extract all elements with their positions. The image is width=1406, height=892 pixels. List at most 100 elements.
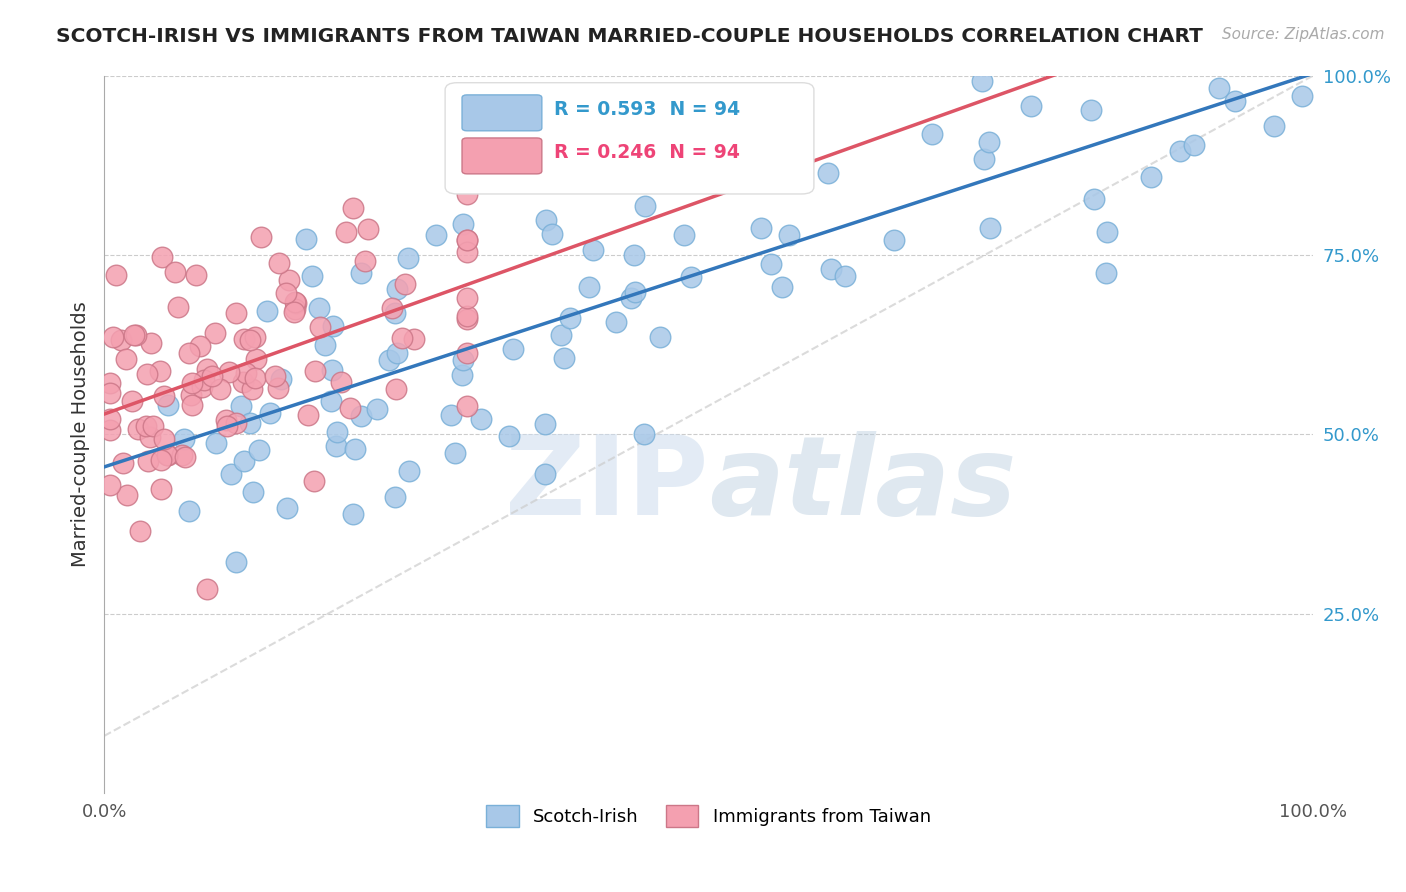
Point bbox=[650, 330, 672, 344]
Point bbox=[121, 393, 143, 408]
Point bbox=[335, 225, 357, 239]
Point bbox=[173, 432, 195, 446]
Point bbox=[1140, 170, 1163, 185]
Point bbox=[225, 416, 247, 430]
Point bbox=[283, 305, 305, 319]
Point bbox=[634, 199, 657, 213]
Point bbox=[215, 419, 238, 434]
Point bbox=[1208, 81, 1230, 95]
Point bbox=[284, 295, 307, 310]
Point bbox=[156, 398, 179, 412]
Text: atlas: atlas bbox=[709, 431, 1017, 538]
Point bbox=[201, 368, 224, 383]
Point bbox=[381, 301, 404, 315]
Point bbox=[156, 448, 179, 462]
Point bbox=[302, 474, 325, 488]
Point bbox=[139, 430, 162, 444]
Point bbox=[1083, 193, 1105, 207]
Point bbox=[679, 270, 702, 285]
Point bbox=[218, 365, 240, 379]
Point bbox=[325, 425, 347, 439]
Point bbox=[245, 352, 267, 367]
Point bbox=[623, 248, 645, 262]
Legend: Scotch-Irish, Immigrants from Taiwan: Scotch-Irish, Immigrants from Taiwan bbox=[479, 798, 938, 835]
Point bbox=[770, 280, 793, 294]
Point bbox=[225, 306, 247, 320]
Point bbox=[350, 409, 373, 423]
Point bbox=[624, 285, 647, 299]
Point bbox=[111, 457, 134, 471]
FancyBboxPatch shape bbox=[446, 83, 814, 194]
Point bbox=[883, 233, 905, 247]
Point bbox=[605, 315, 627, 329]
Point bbox=[582, 243, 605, 257]
Point bbox=[276, 501, 298, 516]
Point bbox=[633, 427, 655, 442]
Point bbox=[1291, 89, 1313, 103]
Point bbox=[179, 346, 201, 360]
Point bbox=[366, 402, 388, 417]
Point bbox=[1095, 225, 1118, 239]
Point bbox=[534, 417, 557, 431]
Point bbox=[444, 445, 467, 459]
Point bbox=[456, 233, 478, 247]
Point bbox=[540, 227, 562, 241]
Point bbox=[239, 417, 262, 431]
Point bbox=[342, 508, 364, 522]
Point bbox=[101, 330, 124, 344]
Point bbox=[259, 406, 281, 420]
Point bbox=[98, 412, 121, 426]
Point bbox=[1225, 94, 1247, 108]
Point bbox=[180, 376, 202, 390]
Point bbox=[456, 245, 478, 260]
Point bbox=[470, 412, 492, 426]
Point bbox=[396, 251, 419, 265]
Point bbox=[267, 381, 290, 395]
Point bbox=[195, 582, 218, 596]
Point bbox=[232, 332, 254, 346]
Point bbox=[295, 232, 318, 246]
Point bbox=[181, 398, 204, 412]
Point bbox=[325, 438, 347, 452]
Point bbox=[759, 257, 782, 271]
Point bbox=[456, 309, 478, 323]
Point bbox=[243, 330, 266, 344]
Point bbox=[574, 142, 596, 156]
Point bbox=[620, 291, 643, 305]
Point bbox=[977, 135, 1000, 149]
Point bbox=[232, 375, 254, 389]
Point bbox=[173, 450, 195, 464]
Point bbox=[1019, 99, 1042, 113]
FancyBboxPatch shape bbox=[463, 138, 541, 174]
Point bbox=[385, 346, 408, 360]
Point bbox=[498, 429, 520, 443]
Point bbox=[127, 422, 149, 436]
Point bbox=[308, 319, 330, 334]
Point bbox=[308, 301, 330, 316]
Point bbox=[139, 336, 162, 351]
Point bbox=[391, 331, 413, 345]
Point bbox=[264, 369, 287, 384]
Point bbox=[385, 382, 408, 396]
Point bbox=[209, 382, 232, 396]
Point bbox=[242, 485, 264, 500]
Point bbox=[284, 301, 307, 316]
Point bbox=[225, 555, 247, 569]
Point bbox=[239, 334, 262, 348]
Point bbox=[114, 351, 136, 366]
Point bbox=[256, 304, 278, 318]
Point bbox=[1094, 266, 1116, 280]
Point bbox=[191, 379, 214, 393]
Point bbox=[278, 273, 301, 287]
Point bbox=[270, 372, 292, 386]
Point bbox=[98, 478, 121, 492]
Point bbox=[269, 256, 291, 270]
Point bbox=[148, 364, 170, 378]
Point bbox=[110, 333, 132, 347]
Point bbox=[150, 453, 173, 467]
Point bbox=[1142, 54, 1164, 69]
Point bbox=[451, 352, 474, 367]
Point bbox=[921, 127, 943, 141]
Point bbox=[98, 423, 121, 437]
Point bbox=[778, 227, 800, 242]
